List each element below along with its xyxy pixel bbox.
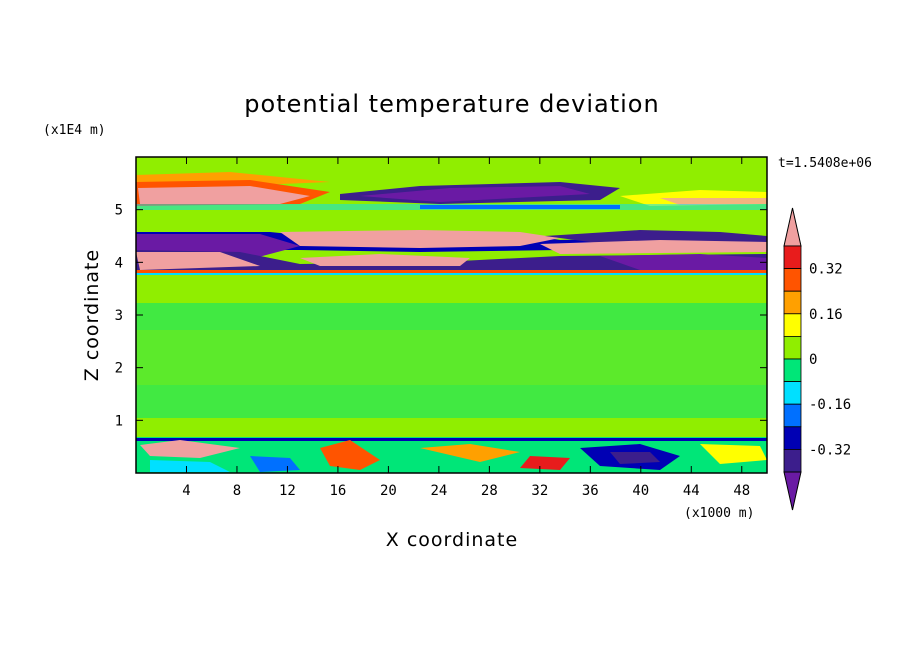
x-tick-label: 24 xyxy=(430,483,447,499)
colorbar-swatch xyxy=(783,426,802,450)
x-tick-label: 8 xyxy=(233,483,241,499)
x-tick-label: 36 xyxy=(582,483,599,499)
y-tick-label: 5 xyxy=(115,203,123,219)
colorbar-swatch xyxy=(783,290,802,315)
colorbar-swatch xyxy=(783,268,802,292)
x-tick-label: 28 xyxy=(481,483,498,499)
x-tick-label: 12 xyxy=(279,483,296,499)
colorbar-label: 0.16 xyxy=(809,307,843,323)
colorbar-label: -0.16 xyxy=(809,397,851,413)
colorbar-swatch xyxy=(783,313,802,337)
x-tick-label: 32 xyxy=(531,483,548,499)
colorbar-bottom-arrow xyxy=(783,471,802,511)
colorbar-label: 0.32 xyxy=(809,262,843,278)
colorbar-swatch xyxy=(783,448,802,473)
y-tick-label: 4 xyxy=(115,255,123,271)
y-tick-label: 3 xyxy=(115,308,123,324)
y-unit-label: (x1E4 m) xyxy=(43,123,106,138)
x-tick-label: 44 xyxy=(683,483,700,499)
colorbar-top-arrow xyxy=(783,207,802,247)
colorbar-swatch xyxy=(783,381,802,405)
time-label: t=1.5408e+06 xyxy=(778,156,872,171)
y-axis: 1 2 3 4 5 xyxy=(115,203,767,429)
colorbar-label: 0 xyxy=(809,352,817,368)
colorbar-label: -0.32 xyxy=(809,442,851,458)
colorbar-swatch xyxy=(783,358,802,383)
colorbar-swatch xyxy=(783,403,802,428)
x-tick-label: 40 xyxy=(632,483,649,499)
x-axis-label: X coordinate xyxy=(386,529,518,551)
chart-title: potential temperature deviation xyxy=(244,90,659,118)
y-tick-label: 2 xyxy=(115,361,123,377)
x-tick-label: 48 xyxy=(733,483,750,499)
x-tick-label: 20 xyxy=(380,483,397,499)
x-tick-label: 16 xyxy=(329,483,346,499)
x-axis: 4 8 12 16 20 24 28 32 36 40 44 48 xyxy=(182,157,750,499)
y-tick-label: 1 xyxy=(115,413,123,429)
x-tick-label: 4 xyxy=(182,483,190,499)
x-unit-label: (x1000 m) xyxy=(684,506,754,521)
y-axis-label: Z coordinate xyxy=(81,249,103,381)
colorbar-swatch xyxy=(783,335,802,360)
plot-area xyxy=(135,156,768,474)
colorbar-swatch xyxy=(783,245,802,270)
colorbar: 0.32 0.16 0 -0.16 -0.32 xyxy=(783,207,851,511)
